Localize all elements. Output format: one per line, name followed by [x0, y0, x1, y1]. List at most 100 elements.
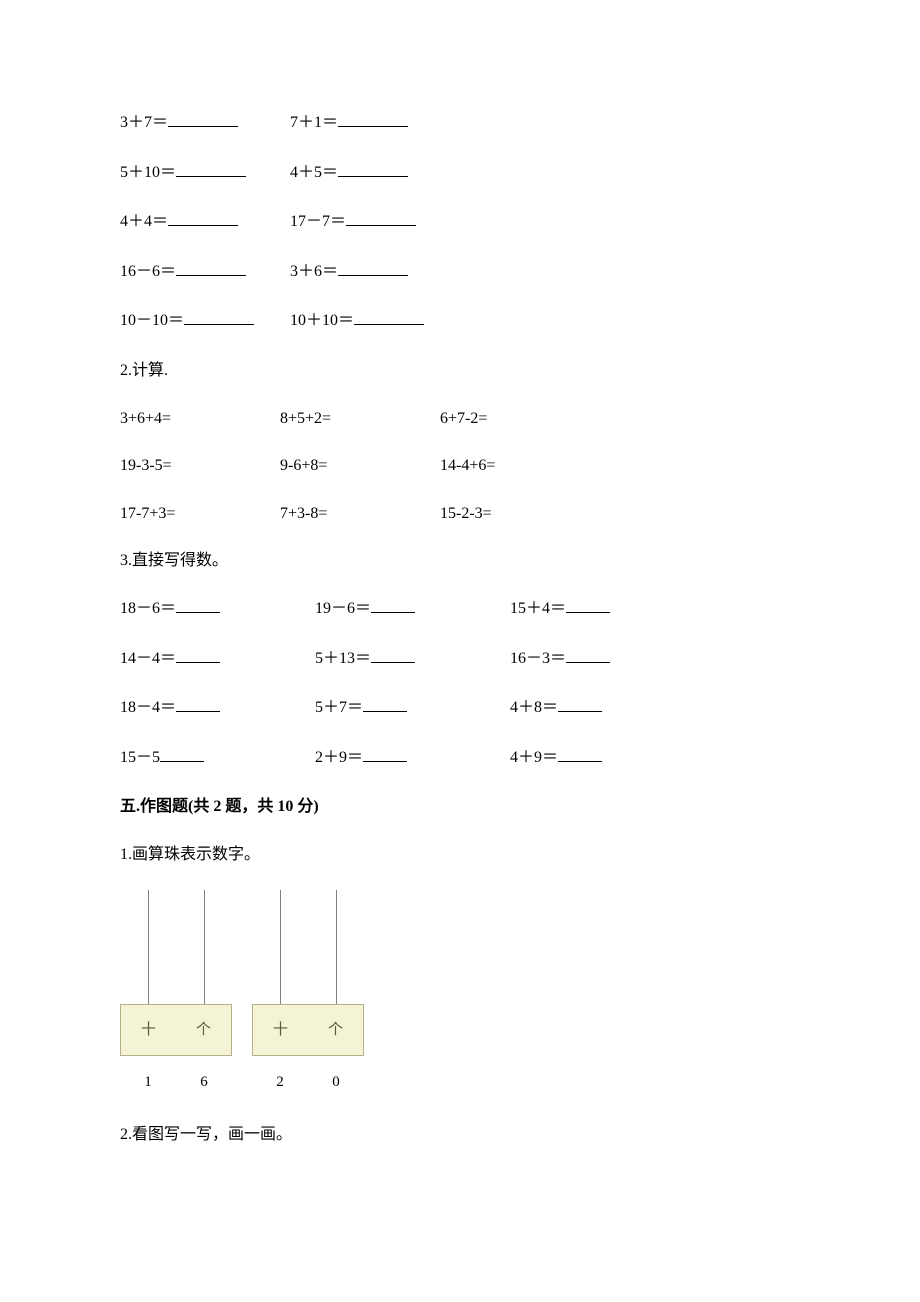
tens-label: 十: [141, 1018, 156, 1042]
equation: 4＋4＝: [120, 209, 290, 235]
expr-text: 4＋8＝: [510, 695, 558, 721]
pair-row: 4＋4＝ 17－7＝: [120, 209, 800, 235]
expr-text: 2＋9＝: [315, 745, 363, 771]
answer-blank[interactable]: [184, 309, 254, 325]
answer-blank[interactable]: [363, 746, 407, 762]
equation: 3＋7＝: [120, 110, 290, 136]
expr-text: 10＋10＝: [290, 308, 354, 334]
answer-blank[interactable]: [176, 647, 220, 663]
q1-prompt: 1.画算珠表示数字。: [120, 842, 800, 868]
equation: 7＋1＝: [290, 110, 408, 136]
abacus-numbers: 1 6: [120, 1070, 232, 1094]
expr-text: 16－6＝: [120, 259, 176, 285]
grid-row: 18－4＝ 5＋7＝ 4＋8＝: [120, 695, 800, 721]
answer-blank[interactable]: [176, 696, 220, 712]
abacus-box: 十 个: [120, 1004, 232, 1056]
expr-text: 6+7-2=: [440, 406, 600, 432]
answer-blank[interactable]: [160, 746, 204, 762]
abacus-diagram: 十 个 1 6 十 个 2 0: [120, 890, 800, 1094]
q2-prompt: 2.看图写一写，画一画。: [120, 1122, 800, 1148]
expr-text: 9-6+8=: [280, 453, 440, 479]
equation: 5＋13＝: [315, 646, 510, 672]
section-2-prompt: 2.计算.: [120, 358, 800, 384]
answer-blank[interactable]: [176, 161, 246, 177]
expr-text: 18－6＝: [120, 596, 176, 622]
expr-text: 14－4＝: [120, 646, 176, 672]
expr-text: 15-2-3=: [440, 501, 600, 527]
abacus-rods: [120, 890, 232, 1004]
expr-text: 16－3＝: [510, 646, 566, 672]
answer-blank[interactable]: [338, 260, 408, 276]
abacus-box: 十 个: [252, 1004, 364, 1056]
answer-blank[interactable]: [566, 597, 610, 613]
equation: 16－6＝: [120, 259, 290, 285]
section-2-grid: 3+6+4= 8+5+2= 6+7-2= 19-3-5= 9-6+8= 14-4…: [120, 406, 800, 527]
section-3-prompt: 3.直接写得数。: [120, 548, 800, 574]
expr-text: 3+6+4=: [120, 406, 280, 432]
answer-blank[interactable]: [558, 746, 602, 762]
ones-label: 个: [196, 1018, 211, 1042]
expr-text: 5＋10＝: [120, 160, 176, 186]
answer-blank[interactable]: [176, 260, 246, 276]
answer-blank[interactable]: [338, 161, 408, 177]
expr-text: 17-7+3=: [120, 501, 280, 527]
expr-text: 3＋6＝: [290, 259, 338, 285]
expr-text: 15－5: [120, 745, 160, 771]
expr-text: 3＋7＝: [120, 110, 168, 136]
grid-row: 3+6+4= 8+5+2= 6+7-2=: [120, 406, 800, 432]
grid-row: 17-7+3= 7+3-8= 15-2-3=: [120, 501, 800, 527]
abacus-unit: 十 个 1 6: [120, 890, 232, 1094]
expr-text: 19-3-5=: [120, 453, 280, 479]
section-5-heading: 五.作图题(共 2 题，共 10 分): [120, 794, 800, 820]
rod-icon: [204, 890, 205, 1004]
section-3-grid: 18－6＝ 19－6＝ 15＋4＝ 14－4＝ 5＋13＝ 16－3＝ 18－4…: [120, 596, 800, 770]
answer-blank[interactable]: [558, 696, 602, 712]
answer-blank[interactable]: [371, 647, 415, 663]
equation: 3＋6＝: [290, 259, 408, 285]
rod-icon: [280, 890, 281, 1004]
answer-blank[interactable]: [354, 309, 424, 325]
expr-text: 4＋4＝: [120, 209, 168, 235]
equation: 18－6＝: [120, 596, 315, 622]
equation: 4＋9＝: [510, 745, 602, 771]
expr-text: 8+5+2=: [280, 406, 440, 432]
equation: 18－4＝: [120, 695, 315, 721]
answer-blank[interactable]: [363, 696, 407, 712]
grid-row: 15－5 2＋9＝ 4＋9＝: [120, 745, 800, 771]
num-left: 2: [276, 1070, 284, 1094]
answer-blank[interactable]: [338, 111, 408, 127]
expr-text: 17－7＝: [290, 209, 346, 235]
pair-row: 3＋7＝ 7＋1＝: [120, 110, 800, 136]
answer-blank[interactable]: [346, 210, 416, 226]
abacus-rods: [252, 890, 364, 1004]
grid-row: 18－6＝ 19－6＝ 15＋4＝: [120, 596, 800, 622]
expr-text: 15＋4＝: [510, 596, 566, 622]
equation: 2＋9＝: [315, 745, 510, 771]
equation: 15－5: [120, 745, 315, 771]
tens-label: 十: [273, 1018, 288, 1042]
answer-blank[interactable]: [168, 111, 238, 127]
equation: 4＋8＝: [510, 695, 602, 721]
equation: 5＋10＝: [120, 160, 290, 186]
expr-text: 10－10＝: [120, 308, 184, 334]
equation: 16－3＝: [510, 646, 610, 672]
equation: 5＋7＝: [315, 695, 510, 721]
pair-row: 5＋10＝ 4＋5＝: [120, 160, 800, 186]
equation: 10＋10＝: [290, 308, 424, 334]
rod-icon: [148, 890, 149, 1004]
answer-blank[interactable]: [371, 597, 415, 613]
answer-blank[interactable]: [168, 210, 238, 226]
abacus-unit: 十 个 2 0: [252, 890, 364, 1094]
answer-blank[interactable]: [566, 647, 610, 663]
rod-icon: [336, 890, 337, 1004]
grid-row: 14－4＝ 5＋13＝ 16－3＝: [120, 646, 800, 672]
expr-text: 19－6＝: [315, 596, 371, 622]
section-1-pairs: 3＋7＝ 7＋1＝ 5＋10＝ 4＋5＝ 4＋4＝ 17－7＝ 16－6＝ 3＋…: [120, 110, 800, 334]
expr-text: 14-4+6=: [440, 453, 600, 479]
expr-text: 7+3-8=: [280, 501, 440, 527]
answer-blank[interactable]: [176, 597, 220, 613]
equation: 10－10＝: [120, 308, 290, 334]
expr-text: 5＋13＝: [315, 646, 371, 672]
equation: 17－7＝: [290, 209, 416, 235]
num-right: 0: [332, 1070, 340, 1094]
